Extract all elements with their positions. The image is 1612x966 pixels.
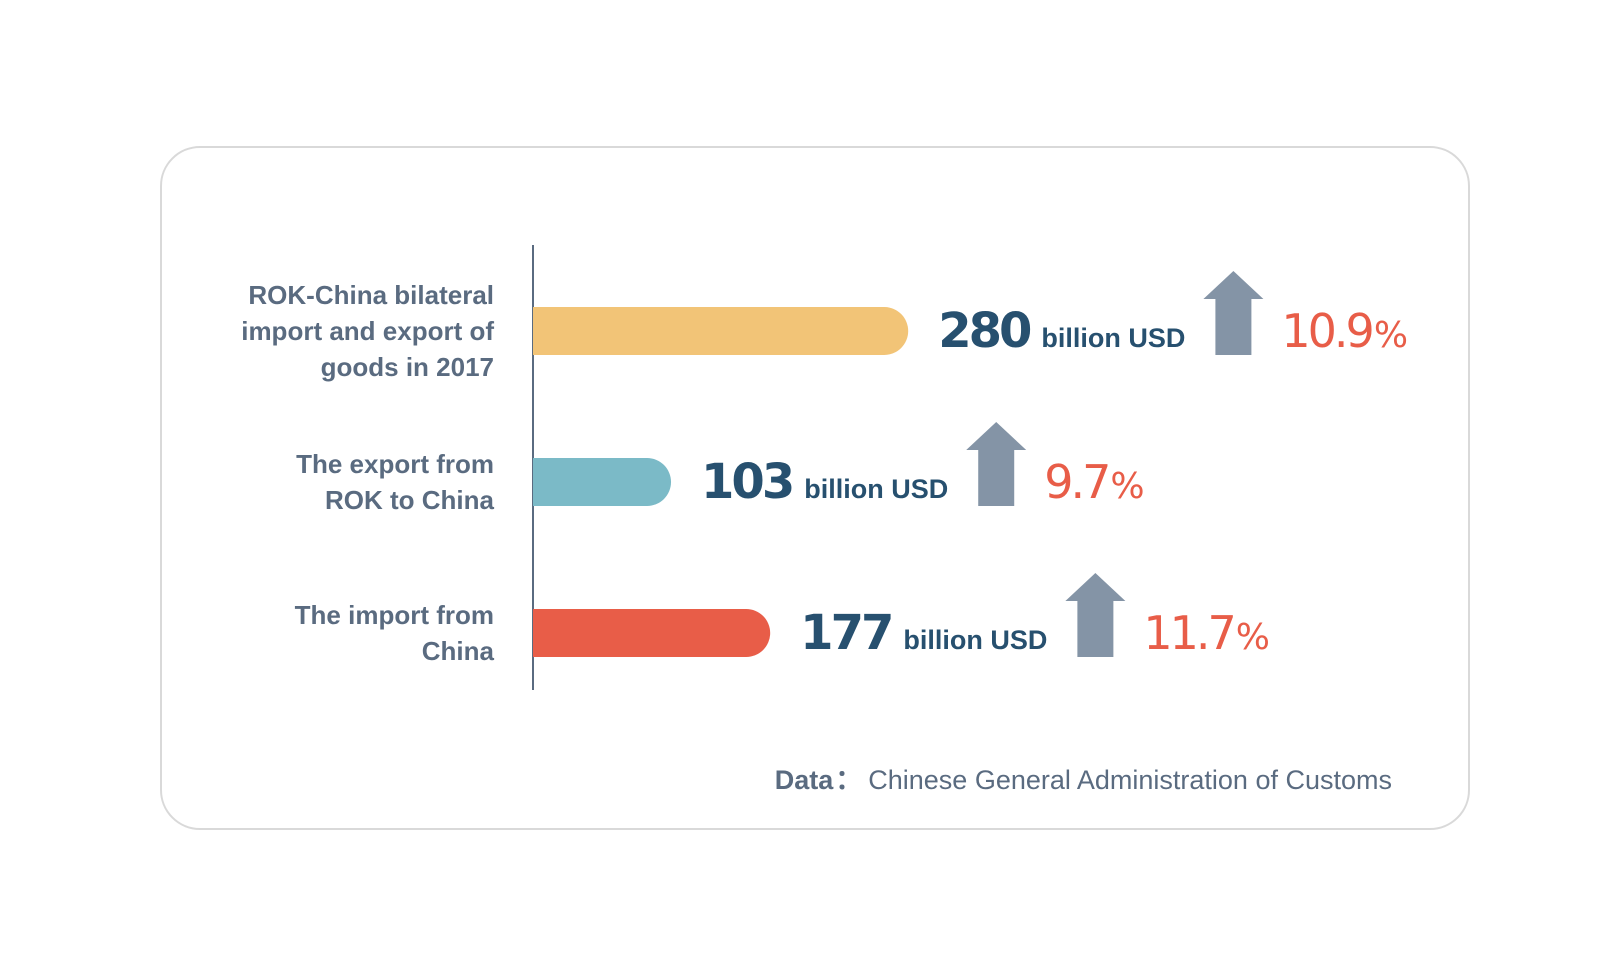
- value-unit: billion USD: [1041, 323, 1185, 353]
- value-label: 103 billion USD: [701, 454, 948, 510]
- up-arrow-icon: [1065, 573, 1126, 657]
- growth-label: 9.7%: [1044, 455, 1144, 509]
- growth-label: 10.9%: [1281, 304, 1408, 358]
- category-label: The import from: [295, 600, 494, 630]
- category-label: China: [422, 636, 495, 666]
- up-arrow-icon: [966, 422, 1027, 506]
- source-value: Chinese General Administration of Custom…: [868, 765, 1392, 795]
- growth-percent-sign: %: [1374, 315, 1408, 356]
- value-unit: billion USD: [903, 625, 1047, 655]
- up-arrow-icon: [1203, 271, 1264, 355]
- growth-number: 9.7: [1044, 455, 1108, 509]
- category-label: The export from: [296, 449, 494, 479]
- source-key: Data: [775, 765, 835, 795]
- value-label: 280 billion USD: [938, 303, 1185, 359]
- category-label: ROK-China bilateral: [248, 280, 494, 310]
- source-note: Data： Chinese General Administration of C…: [775, 765, 1392, 795]
- growth-number: 10.9: [1281, 304, 1372, 358]
- chart-marks: ROK-China bilateral import and export of g…: [241, 271, 1408, 666]
- growth-percent-sign: %: [1110, 466, 1144, 507]
- bar: [533, 307, 909, 355]
- value-number: 280: [938, 303, 1031, 359]
- category-label: goods in 2017: [321, 352, 494, 382]
- category-label: import and export of: [241, 316, 494, 346]
- value-number: 103: [701, 454, 792, 510]
- growth-label: 11.7%: [1143, 606, 1270, 660]
- category-label: ROK to China: [325, 485, 495, 515]
- growth-number: 11.7: [1143, 606, 1233, 660]
- growth-percent-sign: %: [1236, 617, 1270, 658]
- chart-card: [160, 146, 1470, 830]
- bar: [533, 458, 672, 506]
- value-number: 177: [800, 605, 891, 661]
- bar: [533, 609, 771, 657]
- value-unit: billion USD: [804, 474, 948, 504]
- source-separator: ：: [835, 765, 862, 795]
- value-label: 177 billion USD: [800, 605, 1047, 661]
